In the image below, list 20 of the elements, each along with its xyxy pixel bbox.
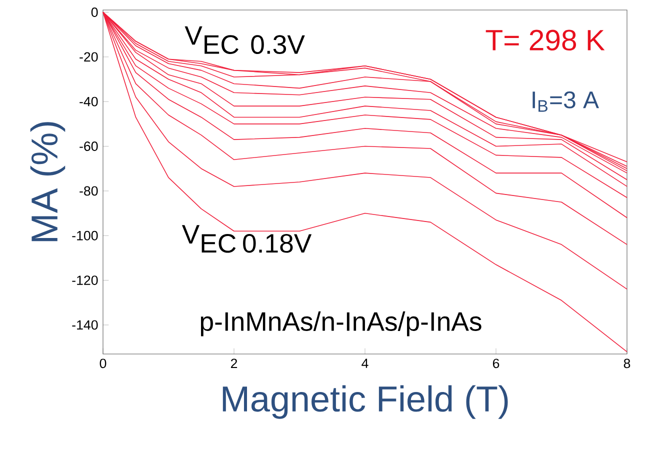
annotation: $\textrm{V}_{\textrm{EC}\;\textrm{0.18V}}$	[182, 225, 312, 253]
annotation: $\textrm{V}_{\textrm{EC}\;\;\textrm{0.3V}}$	[184, 26, 305, 54]
y-tick-label: 0	[91, 8, 98, 17]
x-tick-label: 8	[624, 358, 630, 368]
x-tick-label: 4	[362, 358, 368, 368]
annotation: p-InMnAs/n-InAs/p-InAs	[200, 311, 482, 336]
y-tick-label: -20	[80, 52, 98, 62]
x-tick-label: 0	[100, 358, 106, 368]
x-axis-title: Magnetic Field (T)	[222, 385, 508, 419]
y-tick-label: -40	[80, 96, 98, 106]
annotation: T= 298 K	[486, 30, 605, 51]
y-axis-title: MA (%)	[30, 122, 66, 242]
annotation: I$_{B}$=3 A	[532, 91, 599, 112]
x-tick-label: 6	[492, 358, 500, 368]
y-tick-label: -120	[72, 276, 98, 286]
y-tick-label: -100	[72, 230, 98, 240]
y-tick-label: -140	[72, 320, 98, 330]
x-tick-label: 2	[230, 358, 238, 368]
y-tick-label: -60	[80, 142, 98, 151]
y-tick-label: -80	[80, 186, 98, 196]
